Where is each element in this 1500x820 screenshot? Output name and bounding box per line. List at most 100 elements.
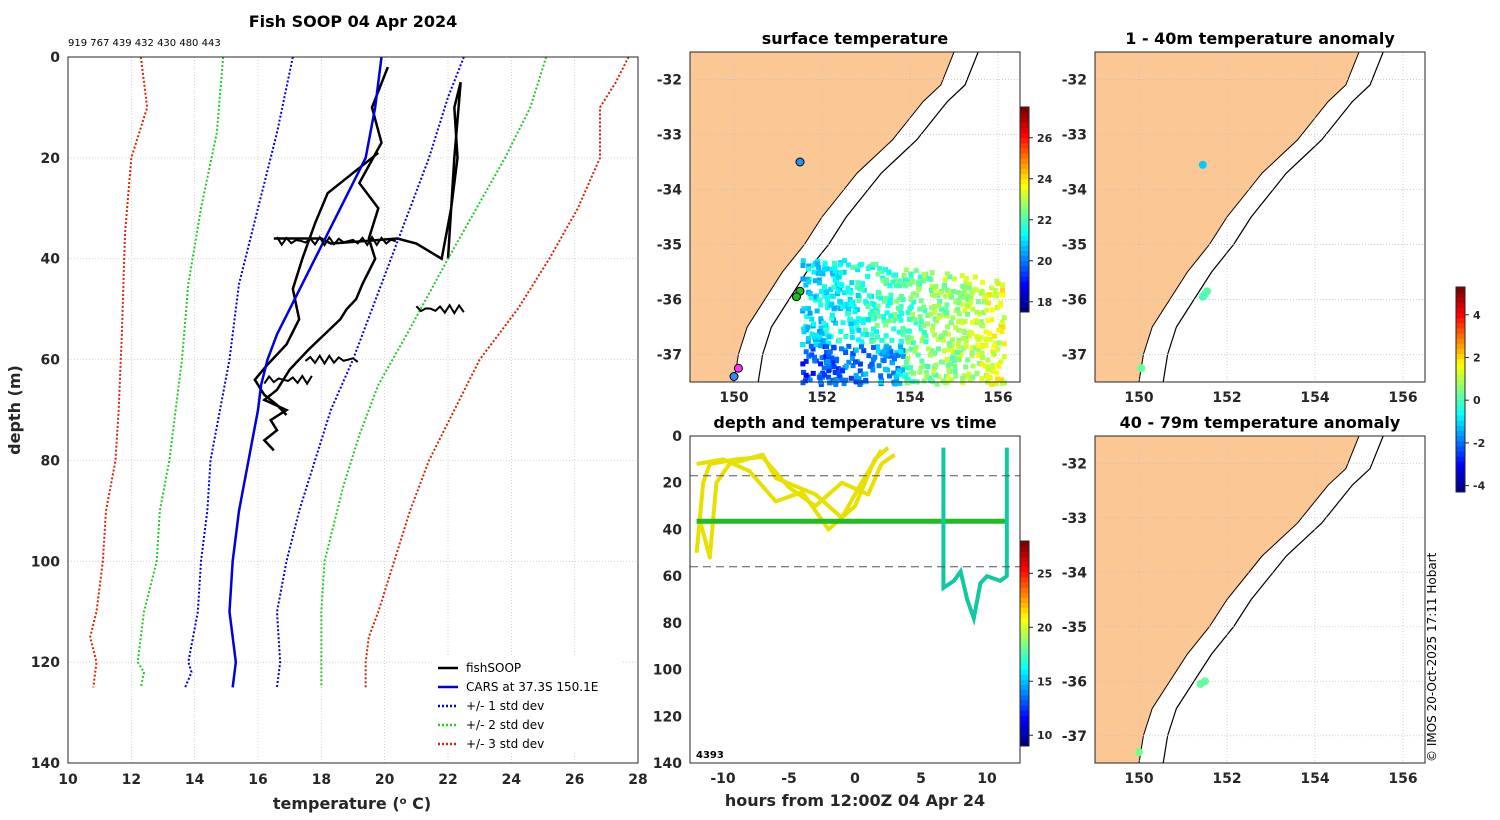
sst-pixel bbox=[836, 371, 842, 377]
x-tick-label: 10 bbox=[58, 772, 78, 788]
sst-pixel bbox=[832, 369, 838, 375]
y-tick-label: 120 bbox=[31, 655, 60, 671]
colorbar-cell bbox=[1456, 415, 1465, 421]
sst-pixel bbox=[905, 328, 911, 334]
sst-pixel bbox=[810, 370, 816, 376]
sst-pixel bbox=[909, 278, 915, 284]
colorbar-cell bbox=[1020, 112, 1029, 118]
sst-pixel bbox=[915, 352, 921, 358]
sst-pixel bbox=[824, 349, 830, 355]
sst-pixel bbox=[993, 340, 999, 346]
y-tick-label: -33 bbox=[1062, 511, 1087, 527]
x-tick-label: 14 bbox=[185, 772, 205, 788]
sst-pixel bbox=[1000, 380, 1006, 386]
anomaly-40-79m-panel: 150 152 154 156 -32 -33 -34 -35 -36 -37 40 - 79m t… bbox=[1062, 413, 1426, 787]
colorbar-cell bbox=[1020, 240, 1029, 246]
sst-pixel bbox=[938, 306, 944, 312]
sst-pixel bbox=[837, 374, 843, 380]
series-line bbox=[253, 151, 380, 416]
sst-pixel bbox=[812, 354, 818, 360]
sst-pixel bbox=[882, 322, 888, 328]
colorbar-cell bbox=[1020, 592, 1029, 598]
sst-pixel bbox=[900, 325, 906, 331]
legend-box bbox=[432, 656, 622, 752]
sst-pixel bbox=[972, 274, 978, 280]
sst-pixel bbox=[841, 269, 847, 275]
colorbar-cell bbox=[1456, 369, 1465, 375]
sst-pixel bbox=[956, 327, 962, 333]
series-line bbox=[415, 303, 465, 316]
sst-pixel bbox=[857, 361, 863, 367]
sst-pixel bbox=[812, 278, 818, 284]
sst-pixel bbox=[871, 344, 877, 350]
sst-pixel bbox=[859, 287, 865, 293]
sst-pixel bbox=[965, 302, 971, 308]
sst-pixel bbox=[905, 334, 911, 340]
colorbar-cell bbox=[1020, 199, 1029, 205]
sst-pixel bbox=[899, 311, 905, 317]
sst-pixel bbox=[820, 271, 826, 277]
sst-pixel bbox=[866, 293, 872, 299]
sst-pixel bbox=[835, 288, 841, 294]
sst-pixel bbox=[957, 294, 963, 300]
y-tick-label: 120 bbox=[653, 709, 682, 725]
colorbar-cell bbox=[1020, 194, 1029, 200]
colorbar-tick-label: -4 bbox=[1473, 480, 1486, 493]
sst-pixel bbox=[915, 280, 921, 286]
sst-pixel bbox=[974, 370, 980, 376]
sst-pixel bbox=[859, 281, 865, 287]
sst-pixel bbox=[948, 377, 954, 383]
sst-pixel bbox=[963, 343, 969, 349]
anomaly-point bbox=[1198, 292, 1207, 301]
colorbar-tick-label: 22 bbox=[1037, 214, 1052, 227]
sst-pixel bbox=[887, 282, 893, 288]
y-tick-label: 40 bbox=[41, 252, 61, 268]
sst-pixel bbox=[847, 296, 853, 302]
sst-pixel bbox=[892, 381, 898, 387]
sst-pixel bbox=[871, 314, 877, 320]
sst-pixel bbox=[900, 331, 906, 337]
series-line bbox=[275, 56, 465, 688]
sst-pixel bbox=[852, 309, 858, 315]
sst-pixel bbox=[962, 288, 968, 294]
colorbar-tick-label: 18 bbox=[1037, 296, 1052, 309]
sst-pixel bbox=[832, 268, 838, 274]
sst-pixel bbox=[882, 267, 888, 273]
sst-pixel bbox=[943, 307, 949, 313]
sst-pixel bbox=[963, 280, 969, 286]
sst-pixel bbox=[976, 352, 982, 358]
sst-pixel bbox=[896, 368, 902, 374]
colorbar-cell bbox=[1020, 576, 1029, 583]
sst-pixel bbox=[994, 304, 1000, 310]
colorbar-cell bbox=[1020, 230, 1029, 236]
sst-pixel bbox=[843, 350, 849, 356]
sst-pixel bbox=[884, 351, 890, 357]
sst-pixel bbox=[847, 316, 853, 322]
sst-pixel bbox=[835, 366, 841, 372]
sst-pixel bbox=[830, 359, 836, 365]
sst-pixel bbox=[969, 353, 975, 359]
sst-pixel bbox=[989, 381, 995, 387]
sst-pixel bbox=[891, 326, 897, 332]
series-line bbox=[320, 56, 548, 688]
sst-pixel bbox=[975, 299, 981, 305]
colorbar-cell bbox=[1456, 384, 1465, 390]
sst-pixel bbox=[965, 357, 971, 363]
series-line bbox=[261, 66, 389, 452]
sst-pixel bbox=[880, 351, 886, 357]
sst-pixel bbox=[979, 361, 985, 367]
x-tick-label: 150 bbox=[719, 390, 748, 406]
sst-pixel bbox=[940, 337, 946, 343]
colorbar-cell bbox=[1020, 127, 1029, 134]
sst-pixel bbox=[935, 346, 941, 352]
colorbar-cell bbox=[1020, 132, 1029, 139]
sst-pixel bbox=[909, 378, 915, 384]
colorbar-cell bbox=[1020, 291, 1029, 298]
sst-pixel bbox=[868, 316, 874, 322]
sst-pixel bbox=[849, 280, 855, 286]
sst-pixel bbox=[819, 355, 825, 361]
sst-pixel bbox=[955, 289, 961, 295]
sst-pixel bbox=[863, 371, 869, 377]
sst-pixel bbox=[946, 367, 952, 373]
sst-pixel bbox=[910, 340, 916, 346]
